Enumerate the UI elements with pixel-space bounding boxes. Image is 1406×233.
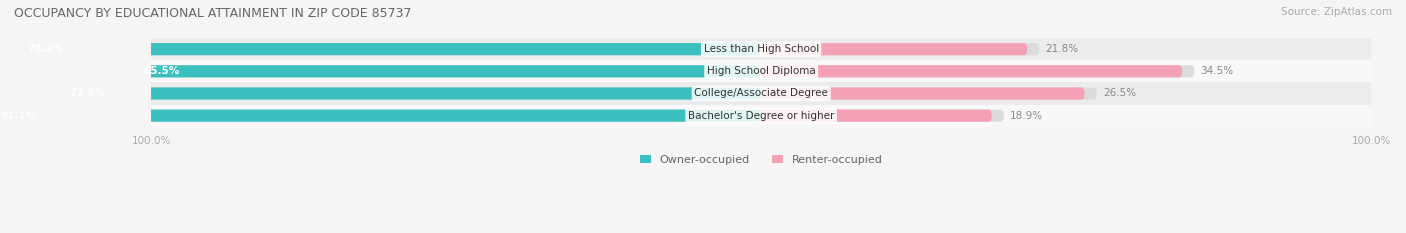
Text: 18.9%: 18.9% xyxy=(1010,111,1043,121)
Text: 78.2%: 78.2% xyxy=(27,44,63,54)
FancyBboxPatch shape xyxy=(761,65,1182,77)
Text: Less than High School: Less than High School xyxy=(703,44,818,54)
FancyBboxPatch shape xyxy=(0,87,761,99)
Text: 34.5%: 34.5% xyxy=(1201,66,1233,76)
Bar xyxy=(150,105,1371,127)
Text: 81.1%: 81.1% xyxy=(1,111,37,121)
Bar xyxy=(150,82,1371,105)
Text: 21.8%: 21.8% xyxy=(1046,44,1078,54)
FancyBboxPatch shape xyxy=(0,65,761,77)
FancyBboxPatch shape xyxy=(0,43,761,55)
Legend: Owner-occupied, Renter-occupied: Owner-occupied, Renter-occupied xyxy=(636,151,887,169)
Text: High School Diploma: High School Diploma xyxy=(707,66,815,76)
FancyBboxPatch shape xyxy=(761,110,991,122)
Text: Source: ZipAtlas.com: Source: ZipAtlas.com xyxy=(1281,7,1392,17)
Text: 65.5%: 65.5% xyxy=(143,66,180,76)
FancyBboxPatch shape xyxy=(0,65,1194,77)
FancyBboxPatch shape xyxy=(761,87,1084,99)
FancyBboxPatch shape xyxy=(761,43,1028,55)
Text: College/Associate Degree: College/Associate Degree xyxy=(695,89,828,99)
Text: 73.6%: 73.6% xyxy=(69,89,105,99)
Text: Bachelor's Degree or higher: Bachelor's Degree or higher xyxy=(688,111,834,121)
FancyBboxPatch shape xyxy=(0,110,1004,122)
FancyBboxPatch shape xyxy=(0,110,761,122)
FancyBboxPatch shape xyxy=(0,87,1097,99)
FancyBboxPatch shape xyxy=(0,43,1039,55)
Text: 26.5%: 26.5% xyxy=(1102,89,1136,99)
Bar xyxy=(150,60,1371,82)
Bar xyxy=(150,38,1371,60)
Text: OCCUPANCY BY EDUCATIONAL ATTAINMENT IN ZIP CODE 85737: OCCUPANCY BY EDUCATIONAL ATTAINMENT IN Z… xyxy=(14,7,412,20)
